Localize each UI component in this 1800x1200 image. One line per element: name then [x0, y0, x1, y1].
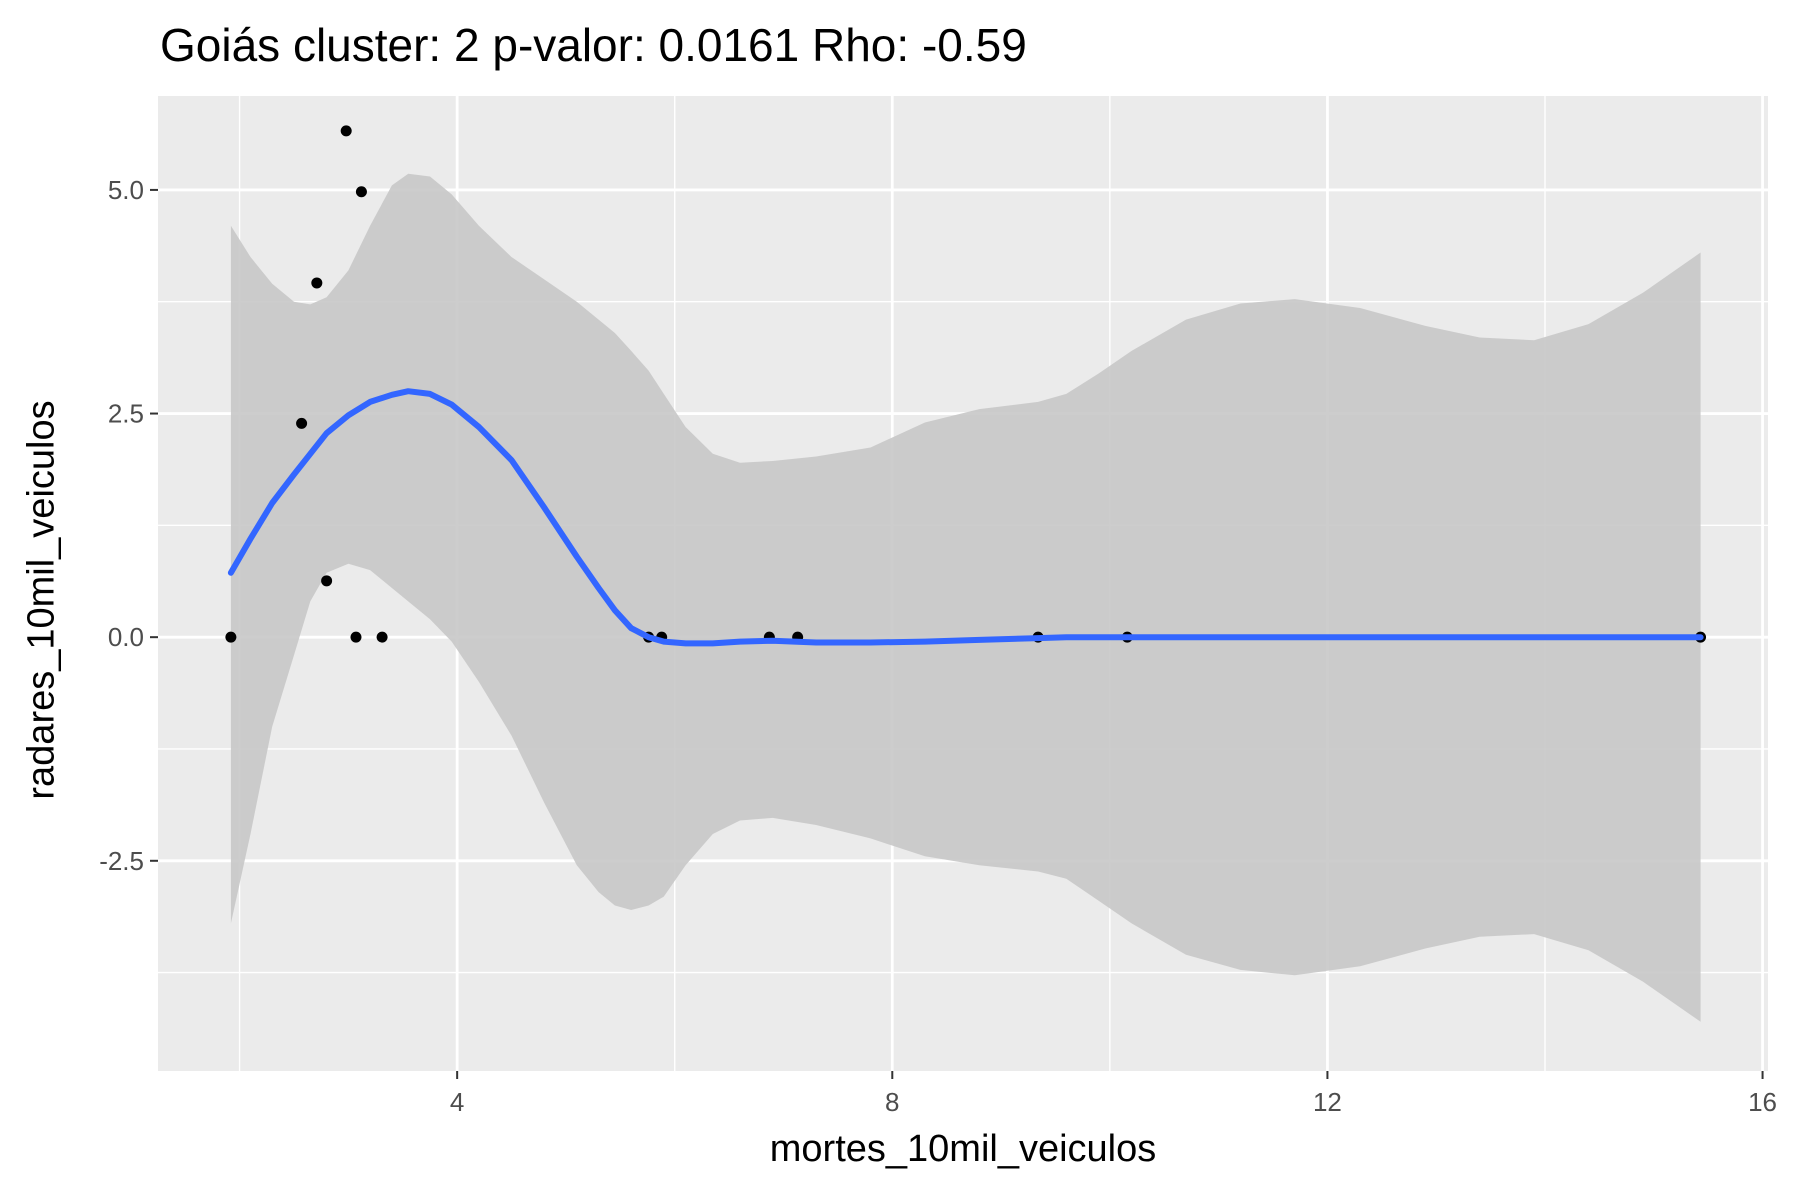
data-point [340, 125, 352, 137]
chart-title: Goiás cluster: 2 p-valor: 0.0161 Rho: -0… [160, 19, 1027, 71]
data-point [296, 417, 308, 429]
x-tick-label: 4 [450, 1087, 464, 1117]
y-tick-label: 0.0 [108, 622, 144, 652]
data-point [311, 277, 323, 289]
data-point [355, 186, 367, 198]
x-axis-label: mortes_10mil_veiculos [769, 1128, 1157, 1170]
x-tick-label: 8 [885, 1087, 899, 1117]
data-point [376, 631, 388, 643]
y-tick-label: 5.0 [108, 175, 144, 205]
x-axis-ticks: 4 8 12 16 [450, 1071, 1777, 1117]
smooth-line [227, 388, 1704, 647]
y-tick-label: -2.5 [99, 846, 144, 876]
data-point [225, 631, 237, 643]
confidence-band [230, 173, 1701, 1022]
x-tick-label: 12 [1313, 1087, 1342, 1117]
data-point [321, 575, 333, 587]
y-axis-ticks: -2.5 0.0 2.5 5.0 [99, 175, 158, 876]
data-point [350, 631, 362, 643]
y-tick-label: 2.5 [108, 399, 144, 429]
x-tick-label: 16 [1748, 1087, 1777, 1117]
